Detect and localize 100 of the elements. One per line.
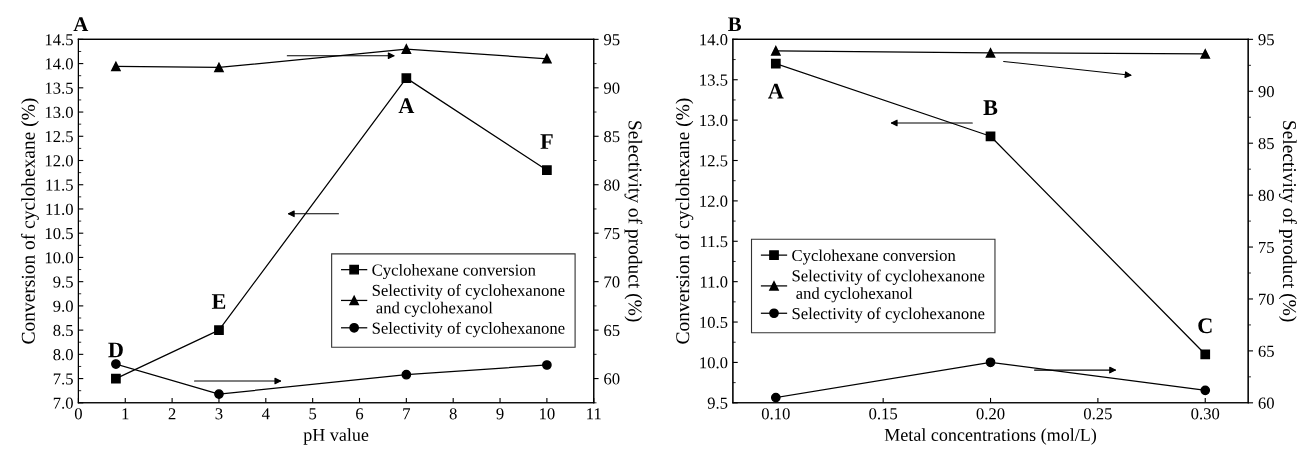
y-tick-label: 10.0 (700, 357, 728, 369)
point (111, 359, 121, 369)
x-tick-label: 5 (309, 408, 317, 420)
annotation: D (108, 342, 123, 358)
legend-label: Selectivity of cyclohexanone and cyclohexanol (792, 269, 985, 303)
y2-tick-label: 95 (1258, 34, 1274, 46)
y-tick-label: 11.0 (700, 276, 728, 288)
y-tick-label: 12.5 (700, 155, 728, 167)
y-tick-label: 8.0 (53, 349, 73, 361)
y2-tick-label: 65 (604, 324, 620, 337)
x-tick-label: 0.20 (976, 408, 1005, 420)
x-tick-label: 11 (587, 408, 601, 420)
y2-tick-label: 75 (1259, 241, 1274, 253)
y-tick-label: 8.5 (53, 324, 73, 337)
y2-tick-label: 90 (1258, 85, 1274, 98)
point (214, 62, 224, 73)
y-tick-label: 10.5 (45, 227, 73, 240)
y-tick-label: 12.0 (700, 195, 728, 207)
x-tick-label: 2 (168, 408, 176, 420)
point (985, 357, 996, 368)
x-tick-label: 0.10 (761, 408, 790, 420)
x-axis-title: Metal concentrations (mol/L) (884, 428, 1097, 445)
annotation: F (540, 134, 553, 149)
point (542, 53, 552, 64)
y-tick-label: 10.5 (700, 316, 728, 329)
legend-label: Selectivity of cyclohexanone and cyclohexanol (372, 284, 565, 317)
x-tick-label: 1 (122, 408, 129, 420)
annotation: B (983, 100, 998, 115)
y-axis-title: Conversion of cyclohexane (%) (20, 98, 39, 344)
y-tick-label: 7.5 (53, 373, 73, 385)
point (542, 165, 552, 176)
point (985, 47, 996, 58)
chart-title: B (728, 17, 742, 32)
y2-tick-label: 95 (603, 34, 620, 46)
x-tick-label: 0.25 (1083, 408, 1112, 420)
point (214, 325, 224, 335)
y-tick-label: 9.0 (53, 300, 73, 312)
y-tick-label: 13.0 (700, 114, 728, 127)
legend-label: Selectivity of cyclohexanone (792, 307, 985, 323)
y-tick-label: 11.5 (46, 179, 73, 191)
point (401, 369, 412, 380)
y2-tick-label: 65 (1258, 345, 1274, 357)
y2-tick-label: 70 (1259, 293, 1274, 305)
point (1200, 49, 1211, 59)
annotation: E (211, 294, 226, 309)
point (770, 58, 781, 69)
x-tick-label: 10 (540, 408, 555, 420)
point (401, 44, 412, 54)
x-tick-label: 4 (261, 408, 270, 420)
y-axis-title: Conversion of cyclohexane (%) (675, 98, 694, 344)
x-tick-label: 0 (74, 408, 82, 420)
x-tick-label: 8 (449, 408, 457, 420)
x-tick-label: 7 (403, 408, 411, 420)
point (401, 73, 412, 83)
y2-axis-title: Selectivity of product (%) (1278, 121, 1297, 322)
legend-label: Cyclohexane conversion (792, 249, 956, 265)
y2-tick-label: 60 (604, 373, 620, 385)
y-tick-label: 12.5 (45, 131, 73, 143)
x-tick-label: 0.30 (1191, 408, 1220, 420)
y-tick-label: 14.0 (700, 34, 728, 46)
point (1200, 349, 1211, 360)
point (111, 61, 121, 72)
x-axis-title: pH value (303, 428, 369, 445)
y-tick-label: 14.0 (45, 58, 73, 70)
annotation: C (1198, 318, 1212, 334)
point (985, 131, 996, 142)
y2-tick-label: 60 (1258, 397, 1274, 409)
point (770, 392, 781, 403)
y-tick-label: 7.0 (53, 397, 73, 409)
y2-tick-label: 85 (604, 130, 620, 143)
y-tick-label: 9.5 (53, 276, 73, 288)
y2-tick-label: 80 (1258, 189, 1274, 202)
legend-label: Selectivity of cyclohexanone (372, 321, 565, 338)
y2-axis-title: Selectivity of product (%) (624, 121, 643, 322)
x-tick-label: 3 (215, 408, 223, 420)
x-tick-label: 0.15 (869, 408, 898, 420)
legend-label: Cyclohexane conversion (372, 263, 536, 280)
y2-tick-label: 90 (603, 82, 620, 94)
y-tick-label: 13.5 (700, 74, 728, 86)
y2-tick-label: 85 (1258, 137, 1274, 150)
point (770, 45, 781, 56)
y-tick-label: 14.5 (45, 34, 73, 46)
y-tick-label: 12.0 (45, 155, 73, 167)
point (214, 389, 224, 399)
point (1200, 385, 1211, 396)
y2-tick-label: 80 (604, 179, 620, 191)
point (111, 373, 121, 384)
y-tick-label: 11.0 (46, 203, 73, 215)
chart-title: A (73, 17, 89, 32)
annotation: A (768, 83, 784, 99)
x-tick-label: 6 (356, 408, 364, 420)
y-tick-label: 9.5 (707, 397, 728, 409)
y-tick-label: 10.0 (45, 252, 73, 264)
annotation: A (398, 98, 415, 113)
y-tick-label: 11.5 (700, 236, 728, 248)
y2-tick-label: 70 (604, 276, 620, 288)
y-tick-label: 13.5 (45, 82, 73, 94)
point (542, 360, 552, 370)
y-tick-label: 13.0 (45, 106, 73, 119)
x-tick-label: 9 (496, 408, 504, 420)
